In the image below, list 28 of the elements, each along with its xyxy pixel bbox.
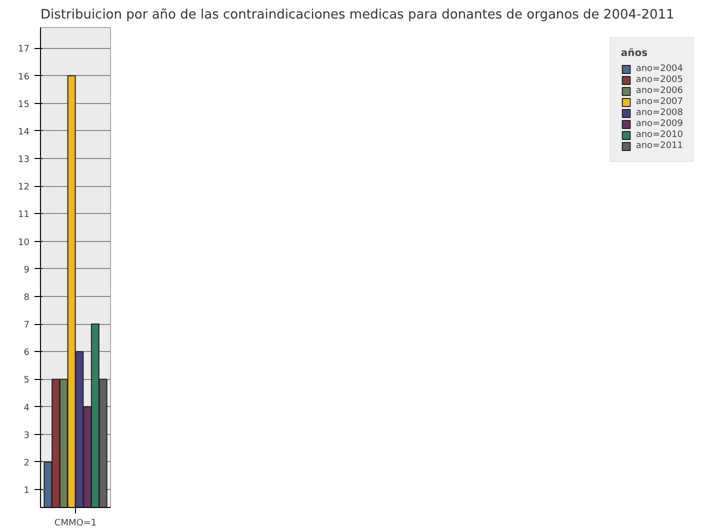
y-tick-label: 13 <box>18 155 30 166</box>
legend-label: ano=2006 <box>636 86 683 96</box>
y-tick-label: 2 <box>24 458 30 468</box>
x-tick-label: CMMO=1 <box>54 518 97 528</box>
y-tick-label: 9 <box>24 265 30 276</box>
y-tick-label: 7 <box>24 320 30 331</box>
y-tick-label: 3 <box>24 430 30 441</box>
y-tick-label: 5 <box>24 376 30 386</box>
legend-label: ano=2004 <box>636 64 683 74</box>
y-tick-label: 17 <box>18 44 30 55</box>
text: Distribuicion por año de las contraindicaciones medicas para donantes de organos de 2004-2011 <box>40 8 674 22</box>
legend-label: ano=2008 <box>636 108 683 118</box>
legend-label: ano=2010 <box>636 130 683 140</box>
y-tick-label: 14 <box>18 127 30 138</box>
y-tick-label: 16 <box>18 72 30 82</box>
y-tick-label: 15 <box>18 100 30 110</box>
y-tick-label: 12 <box>18 182 30 193</box>
legend-label: ano=2011 <box>636 141 683 151</box>
y-tick-label: 10 <box>18 238 30 248</box>
y-tick-label: 11 <box>18 210 30 220</box>
legend-label: ano=2005 <box>636 75 683 85</box>
y-tick-label: 8 <box>24 292 30 303</box>
y-tick-label: 1 <box>24 486 30 496</box>
y-tick-label: 4 <box>24 403 30 414</box>
legend-label: ano=2007 <box>636 97 683 107</box>
legend-title: años <box>620 48 649 59</box>
y-tick-label: 6 <box>24 348 30 358</box>
legend-label: ano=2009 <box>636 119 683 129</box>
